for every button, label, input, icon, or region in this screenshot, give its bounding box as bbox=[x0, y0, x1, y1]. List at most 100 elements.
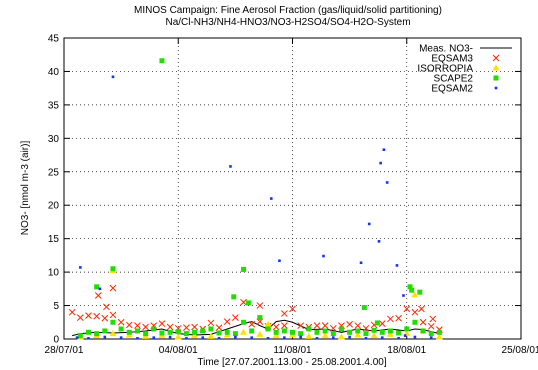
data-point bbox=[94, 292, 102, 299]
data-point bbox=[232, 331, 238, 337]
data-point bbox=[126, 329, 132, 335]
data-point bbox=[183, 324, 190, 331]
data-point bbox=[231, 294, 237, 300]
data-point bbox=[119, 336, 123, 339]
data-point bbox=[85, 329, 91, 335]
y-tick-label: 40 bbox=[48, 67, 60, 78]
data-point bbox=[332, 336, 335, 339]
data-point bbox=[87, 337, 90, 340]
data-point bbox=[103, 303, 110, 311]
data-point bbox=[136, 337, 139, 340]
data-point bbox=[321, 332, 329, 339]
data-point bbox=[281, 328, 287, 334]
data-point bbox=[241, 319, 247, 325]
data-point bbox=[299, 335, 302, 339]
x-tick-label: 11/08/01 bbox=[273, 345, 312, 356]
data-point bbox=[241, 266, 247, 272]
x-tick-label: 28/07/01 bbox=[45, 345, 84, 356]
data-point bbox=[402, 294, 405, 297]
data-point bbox=[168, 335, 172, 339]
data-point bbox=[396, 330, 402, 336]
data-point bbox=[143, 331, 149, 337]
chart-title-line-2: Na/Cl-NH3/NH4-HNO3/NO3-H2SO4/SO4-H2O-Sys… bbox=[165, 17, 410, 28]
data-point bbox=[240, 328, 248, 335]
data-point bbox=[158, 320, 166, 327]
y-tick-label: 5 bbox=[53, 301, 59, 312]
data-point bbox=[273, 329, 279, 335]
data-point bbox=[265, 326, 271, 332]
data-point bbox=[111, 75, 115, 79]
data-point bbox=[68, 308, 76, 316]
data-point bbox=[223, 318, 231, 325]
data-point bbox=[192, 329, 198, 335]
data-point bbox=[407, 284, 413, 290]
data-point bbox=[232, 314, 239, 321]
data-point bbox=[313, 322, 321, 329]
data-point bbox=[250, 336, 253, 339]
data-point bbox=[185, 337, 188, 340]
data-point bbox=[269, 197, 273, 200]
data-point bbox=[322, 254, 325, 258]
data-point bbox=[370, 332, 378, 339]
data-point bbox=[208, 326, 214, 332]
y-tick-label: 25 bbox=[48, 167, 60, 178]
data-point bbox=[413, 335, 417, 339]
data-point bbox=[256, 302, 264, 309]
data-point bbox=[224, 329, 230, 335]
data-point bbox=[102, 328, 108, 334]
data-point bbox=[142, 323, 149, 331]
data-point bbox=[76, 314, 84, 321]
data-point bbox=[371, 327, 377, 333]
data-point bbox=[404, 326, 410, 332]
data-point bbox=[117, 318, 125, 326]
y-tick-label: 20 bbox=[48, 201, 60, 212]
data-point bbox=[362, 324, 370, 332]
data-point bbox=[355, 328, 361, 334]
data-point bbox=[134, 328, 140, 334]
data-point bbox=[103, 335, 107, 339]
data-point bbox=[215, 324, 223, 331]
data-point bbox=[337, 333, 345, 340]
data-point bbox=[280, 310, 288, 317]
grid bbox=[64, 38, 521, 339]
data-point bbox=[109, 330, 117, 337]
data-point bbox=[234, 335, 237, 339]
data-point bbox=[354, 331, 362, 338]
data-point bbox=[248, 320, 256, 328]
data-point bbox=[322, 328, 328, 334]
data-point bbox=[305, 332, 313, 339]
data-point bbox=[382, 148, 386, 152]
data-point bbox=[361, 305, 367, 311]
series-4 bbox=[75, 75, 433, 340]
data-point bbox=[364, 337, 368, 340]
legend-label: Meas. NO3- bbox=[419, 44, 473, 55]
data-point bbox=[272, 332, 280, 339]
data-point bbox=[297, 322, 305, 329]
data-point bbox=[377, 240, 381, 243]
legend-swatch bbox=[492, 54, 500, 62]
data-point bbox=[298, 331, 304, 337]
legend-label: EQSAM3 bbox=[431, 54, 473, 65]
data-point bbox=[380, 336, 384, 339]
data-point bbox=[207, 332, 215, 339]
data-point bbox=[411, 308, 419, 316]
data-point bbox=[338, 326, 344, 332]
series-3 bbox=[77, 58, 442, 339]
data-point bbox=[395, 264, 399, 267]
data-point bbox=[359, 261, 363, 265]
data-point bbox=[411, 291, 419, 298]
data-point bbox=[329, 324, 337, 332]
data-point bbox=[174, 333, 182, 340]
data-point bbox=[264, 320, 272, 327]
data-point bbox=[200, 328, 206, 334]
x-tick-label: 04/08/01 bbox=[159, 345, 198, 356]
data-point bbox=[435, 333, 443, 340]
series-layer bbox=[68, 58, 443, 340]
data-point bbox=[306, 326, 312, 332]
y-tick-label: 45 bbox=[48, 34, 60, 45]
data-point bbox=[387, 315, 394, 323]
data-point bbox=[315, 337, 319, 340]
data-point bbox=[79, 266, 82, 269]
data-point bbox=[429, 336, 433, 339]
